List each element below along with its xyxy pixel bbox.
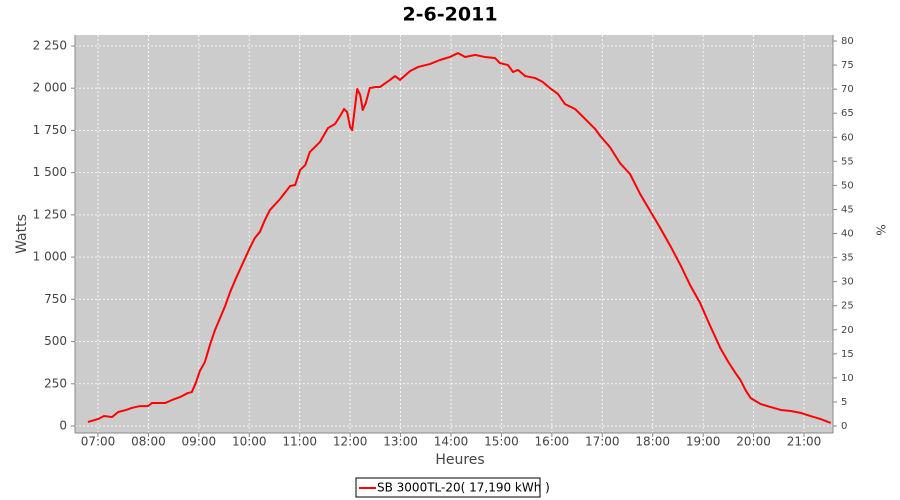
y-tick-label: 500 [44,334,67,348]
x-tick-label: 15:00 [484,435,519,449]
y-tick-label: 2 250 [33,38,67,52]
y2-tick-label: 65 [841,108,854,119]
x-tick-label: 10:00 [232,435,267,449]
y-tick-label: 1 500 [33,165,67,179]
y-tick-label: 750 [44,292,67,306]
x-tick-label: 14:00 [434,435,469,449]
y2-axis-label: % [874,224,888,235]
x-tick-label: 13:00 [383,435,418,449]
x-tick-label: 17:00 [585,435,620,449]
y2-tick-label: 20 [841,325,854,336]
x-tick-label: 08:00 [131,435,166,449]
x-tick-label: 11:00 [282,435,317,449]
x-tick-label: 19:00 [686,435,721,449]
y-axis-label: Watts [14,214,30,254]
y2-tick-label: 40 [841,229,854,240]
plot-area [75,35,833,433]
data-line [87,52,832,424]
y2-tick-label: 0 [841,421,847,432]
y-tick-label: 2 000 [33,81,67,95]
x-tick-label: 20:00 [736,435,771,449]
y2-tick-label: 25 [841,301,854,312]
y2-tick-label: 10 [841,373,854,384]
x-tick-label: 07:00 [81,435,116,449]
x-tick-label: 18:00 [635,435,670,449]
x-tick-label: 12:00 [333,435,368,449]
y-tick-label: 1 750 [33,123,67,137]
y2-tick-label: 80 [841,36,854,47]
y2-tick-label: 15 [841,349,854,360]
y2-tick-label: 75 [841,60,854,71]
y2-tick-label: 70 [841,84,854,95]
y-tick-label: 0 [59,419,67,433]
y-tick-label: 1 000 [33,250,67,264]
x-tick-label: 16:00 [535,435,570,449]
y2-tick-label: 60 [841,132,854,143]
y2-tick-label: 30 [841,277,854,288]
chart-title: 2-6-2011 [402,4,497,26]
y2-tick-label: 35 [841,253,854,264]
y-tick-label: 1 250 [33,207,67,221]
y2-tick-label: 55 [841,156,854,167]
legend [355,477,541,498]
y2-tick-label: 5 [841,397,847,408]
y2-tick-label: 45 [841,204,854,215]
x-tick-label: 21:00 [787,435,822,449]
x-axis-label: Heures [435,452,484,468]
x-tick-label: 09:00 [182,435,217,449]
y2-tick-label: 50 [841,180,854,191]
y-tick-label: 250 [44,376,67,390]
legend-label: SB 3000TL-20( 17,190 kWh ) [377,481,550,495]
